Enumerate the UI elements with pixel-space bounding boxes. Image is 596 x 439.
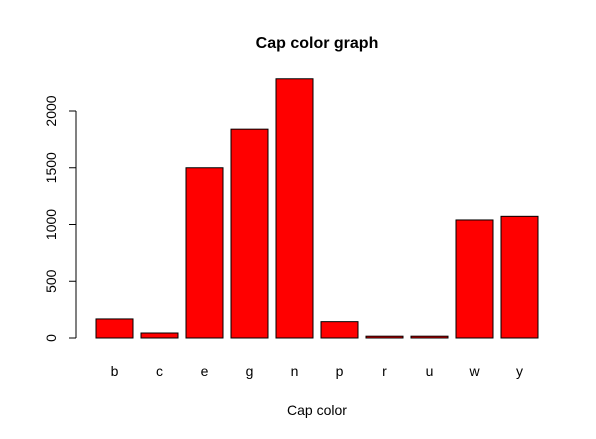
x-tick-label-c: c (156, 363, 163, 379)
y-tick-label: 0 (43, 334, 59, 342)
bar-y (500, 215, 539, 339)
x-axis-label: Cap color (287, 402, 347, 418)
bar-e (185, 167, 224, 339)
x-tick-label-n: n (291, 363, 299, 379)
x-tick-label-g: g (246, 363, 254, 379)
bar-w (455, 219, 494, 339)
y-tick-label: 2000 (43, 95, 59, 126)
bars-group (95, 78, 539, 339)
x-tick-label-u: u (426, 363, 434, 379)
x-tick-label-p: p (336, 363, 344, 379)
x-tick-label-e: e (201, 363, 209, 379)
x-tick-label-y: y (516, 363, 523, 379)
chart-title: Cap color graph (256, 35, 379, 52)
bar-n (275, 78, 314, 339)
bar-p (320, 321, 359, 339)
bar-u (410, 335, 449, 339)
y-axis-ticks: 0 500 1000 1500 2000 (43, 95, 76, 342)
x-tick-label-r: r (382, 363, 387, 379)
x-tick-label-w: w (468, 363, 480, 379)
y-tick-label: 500 (43, 269, 59, 293)
bar-c (140, 332, 179, 339)
bar-b (95, 318, 134, 339)
x-tick-label-b: b (111, 363, 119, 379)
y-tick-label: 1000 (43, 209, 59, 240)
bar-r (365, 335, 404, 339)
y-tick-label: 1500 (43, 152, 59, 183)
bar-g (230, 128, 269, 339)
